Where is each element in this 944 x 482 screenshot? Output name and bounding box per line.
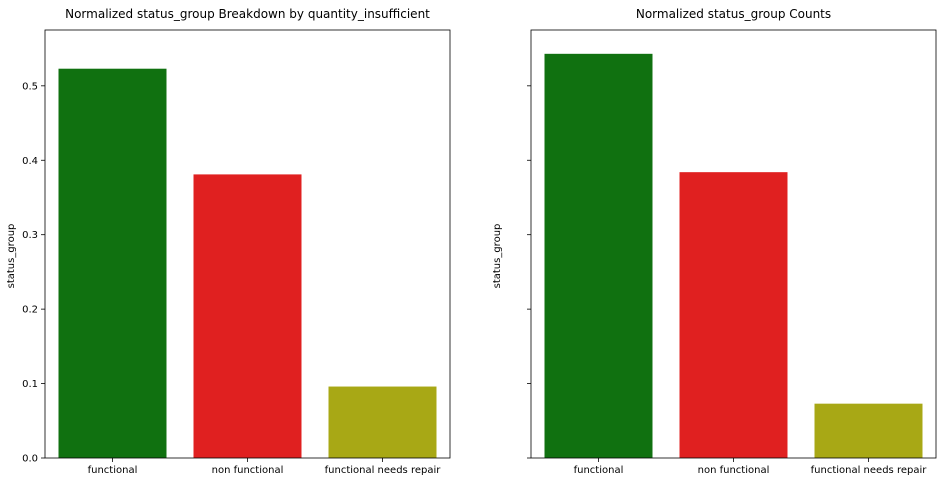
x-tick-label: non functional bbox=[212, 465, 284, 476]
y-tick-label: 0.5 bbox=[22, 81, 38, 92]
left-chart-panel: Normalized status_group Breakdown by qua… bbox=[6, 7, 451, 476]
y-axis-label: status_group bbox=[492, 224, 503, 289]
y-tick-label: 0.0 bbox=[22, 454, 38, 465]
x-tick-label: functional bbox=[574, 465, 624, 476]
bar-functional-needs-repair bbox=[328, 386, 437, 458]
x-tick-label: functional needs repair bbox=[325, 465, 442, 476]
bar-functional bbox=[58, 68, 167, 458]
y-axis-label: status_group bbox=[6, 224, 17, 289]
x-tick-label: functional needs repair bbox=[811, 465, 928, 476]
bar-functional bbox=[544, 53, 653, 459]
y-tick-label: 0.2 bbox=[22, 305, 38, 316]
bar-non-functional bbox=[679, 172, 788, 458]
bar-functional-needs-repair bbox=[814, 403, 923, 458]
y-tick-label: 0.3 bbox=[22, 230, 38, 241]
bar-non-functional bbox=[193, 174, 302, 458]
y-tick-label: 0.1 bbox=[22, 379, 38, 390]
y-tick-label: 0.4 bbox=[22, 156, 38, 167]
chart-title: Normalized status_group Breakdown by qua… bbox=[65, 7, 430, 21]
x-tick-label: functional bbox=[88, 465, 138, 476]
right-chart-panel: Normalized status_group Counts functional… bbox=[492, 7, 937, 476]
chart-title: Normalized status_group Counts bbox=[636, 7, 831, 21]
x-tick-label: non functional bbox=[698, 465, 770, 476]
